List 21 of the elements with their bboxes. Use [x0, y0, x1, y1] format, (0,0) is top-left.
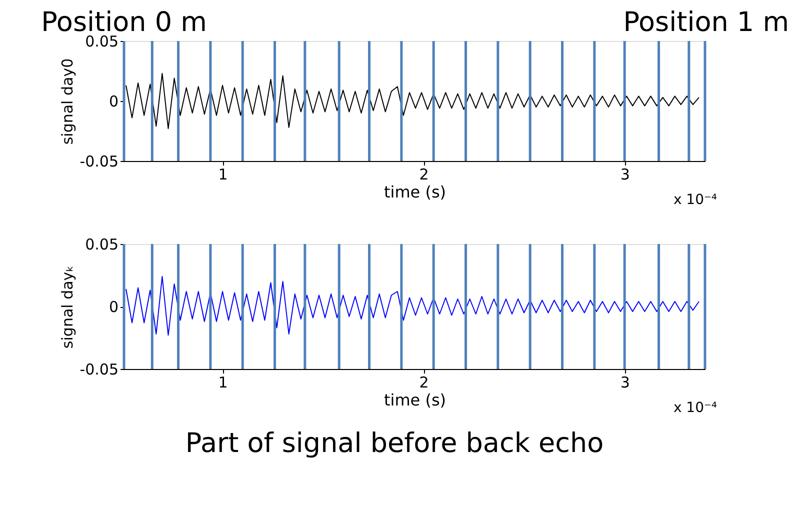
- y-tick-label: -0.05: [80, 360, 118, 378]
- x-tick-label: 1: [218, 166, 228, 184]
- x-tick-label: 1: [218, 374, 228, 392]
- line-series: [126, 276, 700, 336]
- x-tick-label: 2: [419, 374, 429, 392]
- x-tick-label: 3: [620, 166, 630, 184]
- y-tick-label: 0: [108, 92, 118, 110]
- x-axis-title: time (s): [384, 182, 446, 202]
- x-tick-label: 3: [620, 374, 630, 392]
- y-tick-label: -0.05: [80, 152, 118, 170]
- text: x 10⁻⁴: [673, 400, 718, 416]
- y-axis-title: signal day0: [58, 58, 77, 145]
- line-series: [126, 72, 700, 130]
- y-tick-label: 0.05: [85, 236, 118, 254]
- y-axis-title: signal dayₖ: [58, 265, 77, 349]
- ref-line-label: Position 1 m: [623, 7, 789, 38]
- text: Part of signal before back echo: [185, 428, 604, 459]
- x-tick-label: 2: [419, 166, 429, 184]
- x-axis-title: time (s): [384, 390, 446, 410]
- text: x 10⁻⁴: [673, 192, 718, 208]
- y-tick-label: 0: [108, 298, 118, 316]
